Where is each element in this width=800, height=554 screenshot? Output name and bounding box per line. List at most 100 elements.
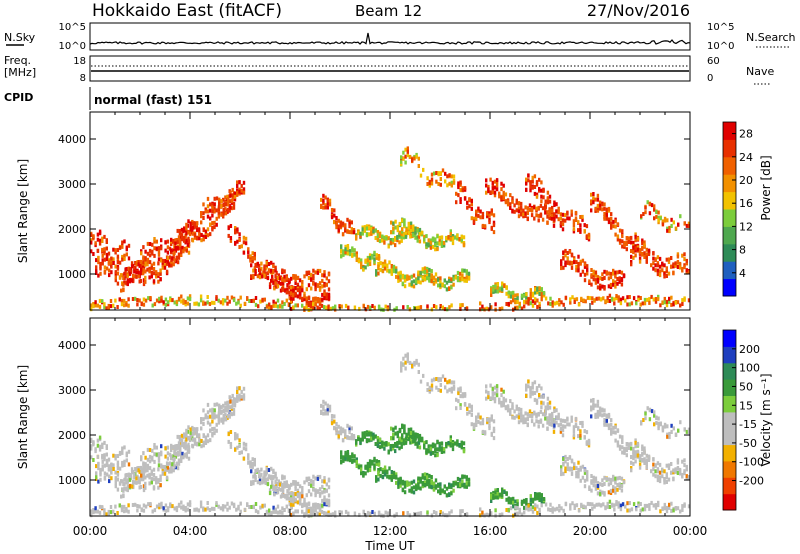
heatmap-cell	[185, 432, 188, 437]
heatmap-cell	[116, 257, 120, 262]
heatmap-cell	[339, 221, 343, 226]
heatmap-cell	[177, 458, 181, 463]
heatmap-cell	[310, 301, 313, 306]
heatmap-cell	[197, 302, 201, 307]
heatmap-cell	[328, 404, 332, 409]
heatmap-cell	[426, 475, 429, 480]
heatmap-cell	[151, 303, 154, 308]
heatmap-cell	[202, 422, 205, 426]
heatmap-cell	[448, 379, 451, 384]
heatmap-cell	[97, 479, 100, 484]
heatmap-cell	[570, 418, 573, 423]
heatmap-cell	[389, 238, 393, 242]
heatmap-cell	[376, 233, 380, 238]
heatmap-cell	[595, 296, 598, 301]
heatmap-cell	[634, 440, 637, 445]
heatmap-cell	[340, 460, 343, 465]
heatmap-cell	[504, 406, 508, 411]
heatmap-cell	[276, 298, 280, 303]
heatmap-cell	[170, 260, 173, 265]
heatmap-cell	[327, 485, 331, 490]
heatmap-cell	[601, 478, 604, 483]
heatmap-cell	[112, 453, 115, 458]
heatmap-cell	[209, 414, 212, 419]
heatmap-cell	[620, 278, 624, 283]
heatmap-cell	[498, 492, 502, 497]
heatmap-cell	[273, 286, 276, 291]
heatmap-cell	[672, 476, 675, 481]
heatmap-cell	[276, 276, 280, 281]
heatmap-cell	[150, 480, 153, 485]
heatmap-cell	[144, 481, 147, 486]
heatmap-cell	[436, 440, 439, 445]
heatmap-cell	[242, 456, 246, 461]
heatmap-cell	[137, 479, 140, 484]
heatmap-cell	[258, 271, 262, 276]
heatmap-cell	[179, 452, 182, 457]
heatmap-cell	[452, 174, 456, 179]
heatmap-cell	[642, 418, 645, 422]
heatmap-cell	[206, 402, 210, 407]
heatmap-cell	[185, 246, 188, 251]
heatmap-cell	[236, 435, 239, 440]
heatmap-cell	[470, 405, 473, 409]
heatmap-cell	[644, 205, 647, 210]
heatmap-cell	[454, 481, 457, 486]
heatmap-cell	[307, 482, 311, 486]
heatmap-cell	[526, 211, 529, 216]
heatmap-cell	[667, 463, 671, 468]
heatmap-cell	[185, 454, 188, 459]
heatmap-cell	[645, 259, 648, 264]
heatmap-cell	[285, 290, 288, 295]
heatmap-cell	[517, 209, 521, 214]
heatmap-cell	[248, 299, 251, 303]
heatmap-cell	[520, 418, 523, 423]
heatmap-cell	[465, 278, 468, 283]
heatmap-cell	[632, 240, 635, 245]
heatmap-cell	[239, 295, 242, 300]
heatmap-cell	[196, 427, 199, 432]
heatmap-cell	[547, 301, 550, 306]
heatmap-cell	[227, 432, 230, 437]
heatmap-cell	[310, 286, 313, 291]
heatmap-cell	[443, 490, 446, 495]
heatmap-cell	[355, 464, 358, 468]
heatmap-cell	[536, 287, 539, 292]
heatmap-cell	[430, 482, 433, 487]
heatmap-cell	[426, 276, 429, 281]
heatmap-cell	[445, 238, 448, 243]
heatmap-cell	[551, 300, 554, 305]
heatmap-cell	[388, 260, 391, 265]
heatmap-cell	[573, 297, 576, 302]
heatmap-cell	[303, 274, 306, 279]
heatmap-cell	[490, 208, 493, 213]
heatmap-cell	[118, 245, 122, 250]
heatmap-cell	[638, 462, 642, 467]
heatmap-cell	[403, 484, 407, 489]
heatmap-cell	[426, 388, 429, 392]
heatmap-cell	[211, 227, 214, 232]
heatmap-cell	[114, 278, 117, 283]
heatmap-cell	[166, 506, 170, 511]
heatmap-cell	[415, 441, 419, 446]
heatmap-cell	[135, 270, 138, 275]
heatmap-cell	[596, 206, 600, 210]
heatmap-cell	[228, 414, 231, 419]
heatmap-cell	[164, 240, 167, 245]
heatmap-cell	[346, 435, 349, 440]
heatmap-cell	[506, 405, 510, 410]
heatmap-cell	[630, 460, 633, 465]
heatmap-cell	[568, 249, 572, 254]
heatmap-cell	[540, 386, 543, 391]
heatmap-cell	[292, 502, 295, 507]
heatmap-cell	[175, 302, 179, 307]
heatmap-cell	[652, 261, 655, 266]
heatmap-cell	[140, 249, 143, 254]
heatmap-cell	[406, 153, 409, 158]
heatmap-cell	[298, 491, 302, 496]
heatmap-cell	[366, 262, 370, 267]
heatmap-cell	[390, 470, 393, 474]
heatmap-cell	[287, 496, 291, 501]
heatmap-cell	[427, 238, 430, 243]
heatmap-cell	[193, 430, 196, 434]
